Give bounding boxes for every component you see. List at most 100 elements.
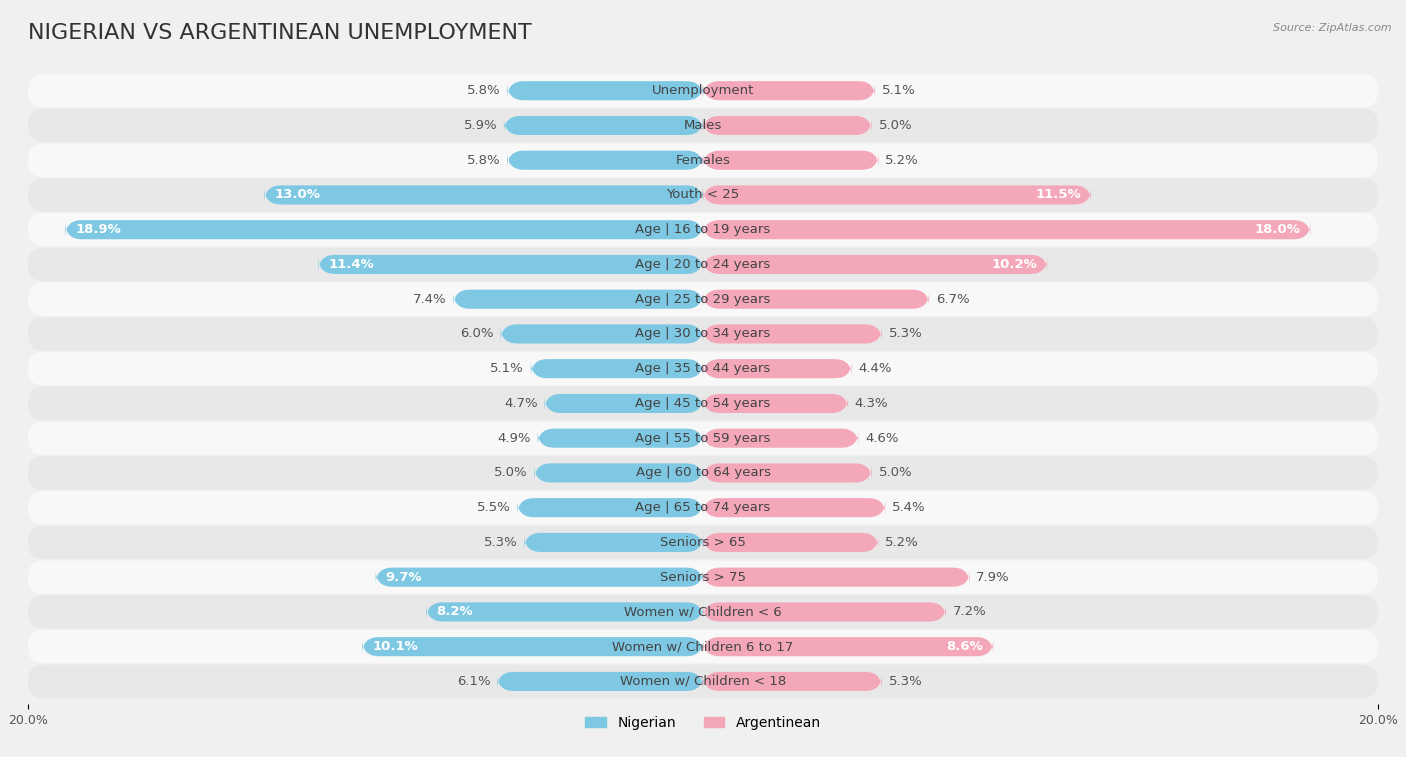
FancyBboxPatch shape: [28, 422, 1378, 455]
FancyBboxPatch shape: [508, 151, 703, 170]
FancyBboxPatch shape: [703, 463, 872, 482]
FancyBboxPatch shape: [703, 394, 848, 413]
FancyBboxPatch shape: [453, 290, 703, 309]
Text: Age | 25 to 29 years: Age | 25 to 29 years: [636, 293, 770, 306]
Text: Age | 65 to 74 years: Age | 65 to 74 years: [636, 501, 770, 514]
Text: 5.3%: 5.3%: [889, 675, 922, 688]
FancyBboxPatch shape: [264, 185, 703, 204]
Text: 5.1%: 5.1%: [491, 362, 524, 375]
Text: Women w/ Children 6 to 17: Women w/ Children 6 to 17: [613, 640, 793, 653]
Text: 4.9%: 4.9%: [498, 431, 531, 444]
Text: 5.3%: 5.3%: [889, 328, 922, 341]
FancyBboxPatch shape: [508, 81, 703, 100]
FancyBboxPatch shape: [318, 255, 703, 274]
Text: 8.2%: 8.2%: [436, 606, 472, 618]
Text: Seniors > 75: Seniors > 75: [659, 571, 747, 584]
FancyBboxPatch shape: [703, 568, 970, 587]
FancyBboxPatch shape: [28, 595, 1378, 628]
Text: 5.8%: 5.8%: [467, 154, 501, 167]
Legend: Nigerian, Argentinean: Nigerian, Argentinean: [579, 710, 827, 735]
Text: 10.2%: 10.2%: [991, 258, 1038, 271]
Text: NIGERIAN VS ARGENTINEAN UNEMPLOYMENT: NIGERIAN VS ARGENTINEAN UNEMPLOYMENT: [28, 23, 531, 42]
FancyBboxPatch shape: [703, 637, 993, 656]
FancyBboxPatch shape: [703, 672, 882, 691]
Text: Seniors > 65: Seniors > 65: [659, 536, 747, 549]
Text: Males: Males: [683, 119, 723, 132]
FancyBboxPatch shape: [28, 387, 1378, 420]
Text: 18.9%: 18.9%: [76, 223, 121, 236]
FancyBboxPatch shape: [363, 637, 703, 656]
FancyBboxPatch shape: [544, 394, 703, 413]
FancyBboxPatch shape: [534, 463, 703, 482]
Text: 5.9%: 5.9%: [464, 119, 498, 132]
Text: 6.1%: 6.1%: [457, 675, 491, 688]
Text: 11.5%: 11.5%: [1035, 188, 1081, 201]
FancyBboxPatch shape: [531, 359, 703, 378]
FancyBboxPatch shape: [28, 213, 1378, 246]
Text: 5.0%: 5.0%: [494, 466, 527, 479]
FancyBboxPatch shape: [28, 282, 1378, 316]
FancyBboxPatch shape: [703, 220, 1310, 239]
FancyBboxPatch shape: [28, 491, 1378, 525]
Text: 7.9%: 7.9%: [976, 571, 1010, 584]
Text: 5.2%: 5.2%: [886, 154, 920, 167]
Text: Age | 30 to 34 years: Age | 30 to 34 years: [636, 328, 770, 341]
FancyBboxPatch shape: [28, 109, 1378, 142]
FancyBboxPatch shape: [703, 151, 879, 170]
Text: 18.0%: 18.0%: [1254, 223, 1301, 236]
FancyBboxPatch shape: [28, 456, 1378, 490]
Text: 13.0%: 13.0%: [274, 188, 321, 201]
Text: 5.3%: 5.3%: [484, 536, 517, 549]
Text: 6.0%: 6.0%: [460, 328, 494, 341]
Text: 10.1%: 10.1%: [373, 640, 418, 653]
Text: 5.5%: 5.5%: [477, 501, 510, 514]
FancyBboxPatch shape: [703, 255, 1047, 274]
Text: 4.3%: 4.3%: [855, 397, 889, 410]
Text: Age | 16 to 19 years: Age | 16 to 19 years: [636, 223, 770, 236]
Text: 7.2%: 7.2%: [953, 606, 987, 618]
FancyBboxPatch shape: [703, 185, 1091, 204]
Text: 5.0%: 5.0%: [879, 119, 912, 132]
Text: Age | 20 to 24 years: Age | 20 to 24 years: [636, 258, 770, 271]
FancyBboxPatch shape: [703, 290, 929, 309]
Text: 8.6%: 8.6%: [946, 640, 983, 653]
FancyBboxPatch shape: [703, 81, 875, 100]
Text: Unemployment: Unemployment: [652, 84, 754, 97]
FancyBboxPatch shape: [703, 359, 852, 378]
FancyBboxPatch shape: [375, 568, 703, 587]
FancyBboxPatch shape: [28, 144, 1378, 177]
Text: Youth < 25: Youth < 25: [666, 188, 740, 201]
FancyBboxPatch shape: [28, 74, 1378, 107]
Text: Source: ZipAtlas.com: Source: ZipAtlas.com: [1274, 23, 1392, 33]
Text: Age | 55 to 59 years: Age | 55 to 59 years: [636, 431, 770, 444]
FancyBboxPatch shape: [703, 498, 886, 517]
Text: 5.1%: 5.1%: [882, 84, 915, 97]
Text: Women w/ Children < 6: Women w/ Children < 6: [624, 606, 782, 618]
FancyBboxPatch shape: [517, 498, 703, 517]
FancyBboxPatch shape: [426, 603, 703, 621]
FancyBboxPatch shape: [703, 533, 879, 552]
Text: 5.4%: 5.4%: [891, 501, 925, 514]
Text: Females: Females: [675, 154, 731, 167]
FancyBboxPatch shape: [501, 325, 703, 344]
Text: 4.6%: 4.6%: [865, 431, 898, 444]
Text: 6.7%: 6.7%: [936, 293, 970, 306]
Text: 4.4%: 4.4%: [858, 362, 891, 375]
Text: Age | 45 to 54 years: Age | 45 to 54 years: [636, 397, 770, 410]
FancyBboxPatch shape: [28, 179, 1378, 212]
FancyBboxPatch shape: [498, 672, 703, 691]
Text: 4.7%: 4.7%: [503, 397, 537, 410]
FancyBboxPatch shape: [537, 428, 703, 447]
Text: 5.0%: 5.0%: [879, 466, 912, 479]
FancyBboxPatch shape: [703, 603, 946, 621]
FancyBboxPatch shape: [503, 116, 703, 135]
Text: Age | 35 to 44 years: Age | 35 to 44 years: [636, 362, 770, 375]
Text: 5.2%: 5.2%: [886, 536, 920, 549]
FancyBboxPatch shape: [28, 248, 1378, 281]
FancyBboxPatch shape: [703, 428, 858, 447]
FancyBboxPatch shape: [703, 325, 882, 344]
Text: Women w/ Children < 18: Women w/ Children < 18: [620, 675, 786, 688]
FancyBboxPatch shape: [524, 533, 703, 552]
FancyBboxPatch shape: [28, 665, 1378, 698]
Text: 5.8%: 5.8%: [467, 84, 501, 97]
